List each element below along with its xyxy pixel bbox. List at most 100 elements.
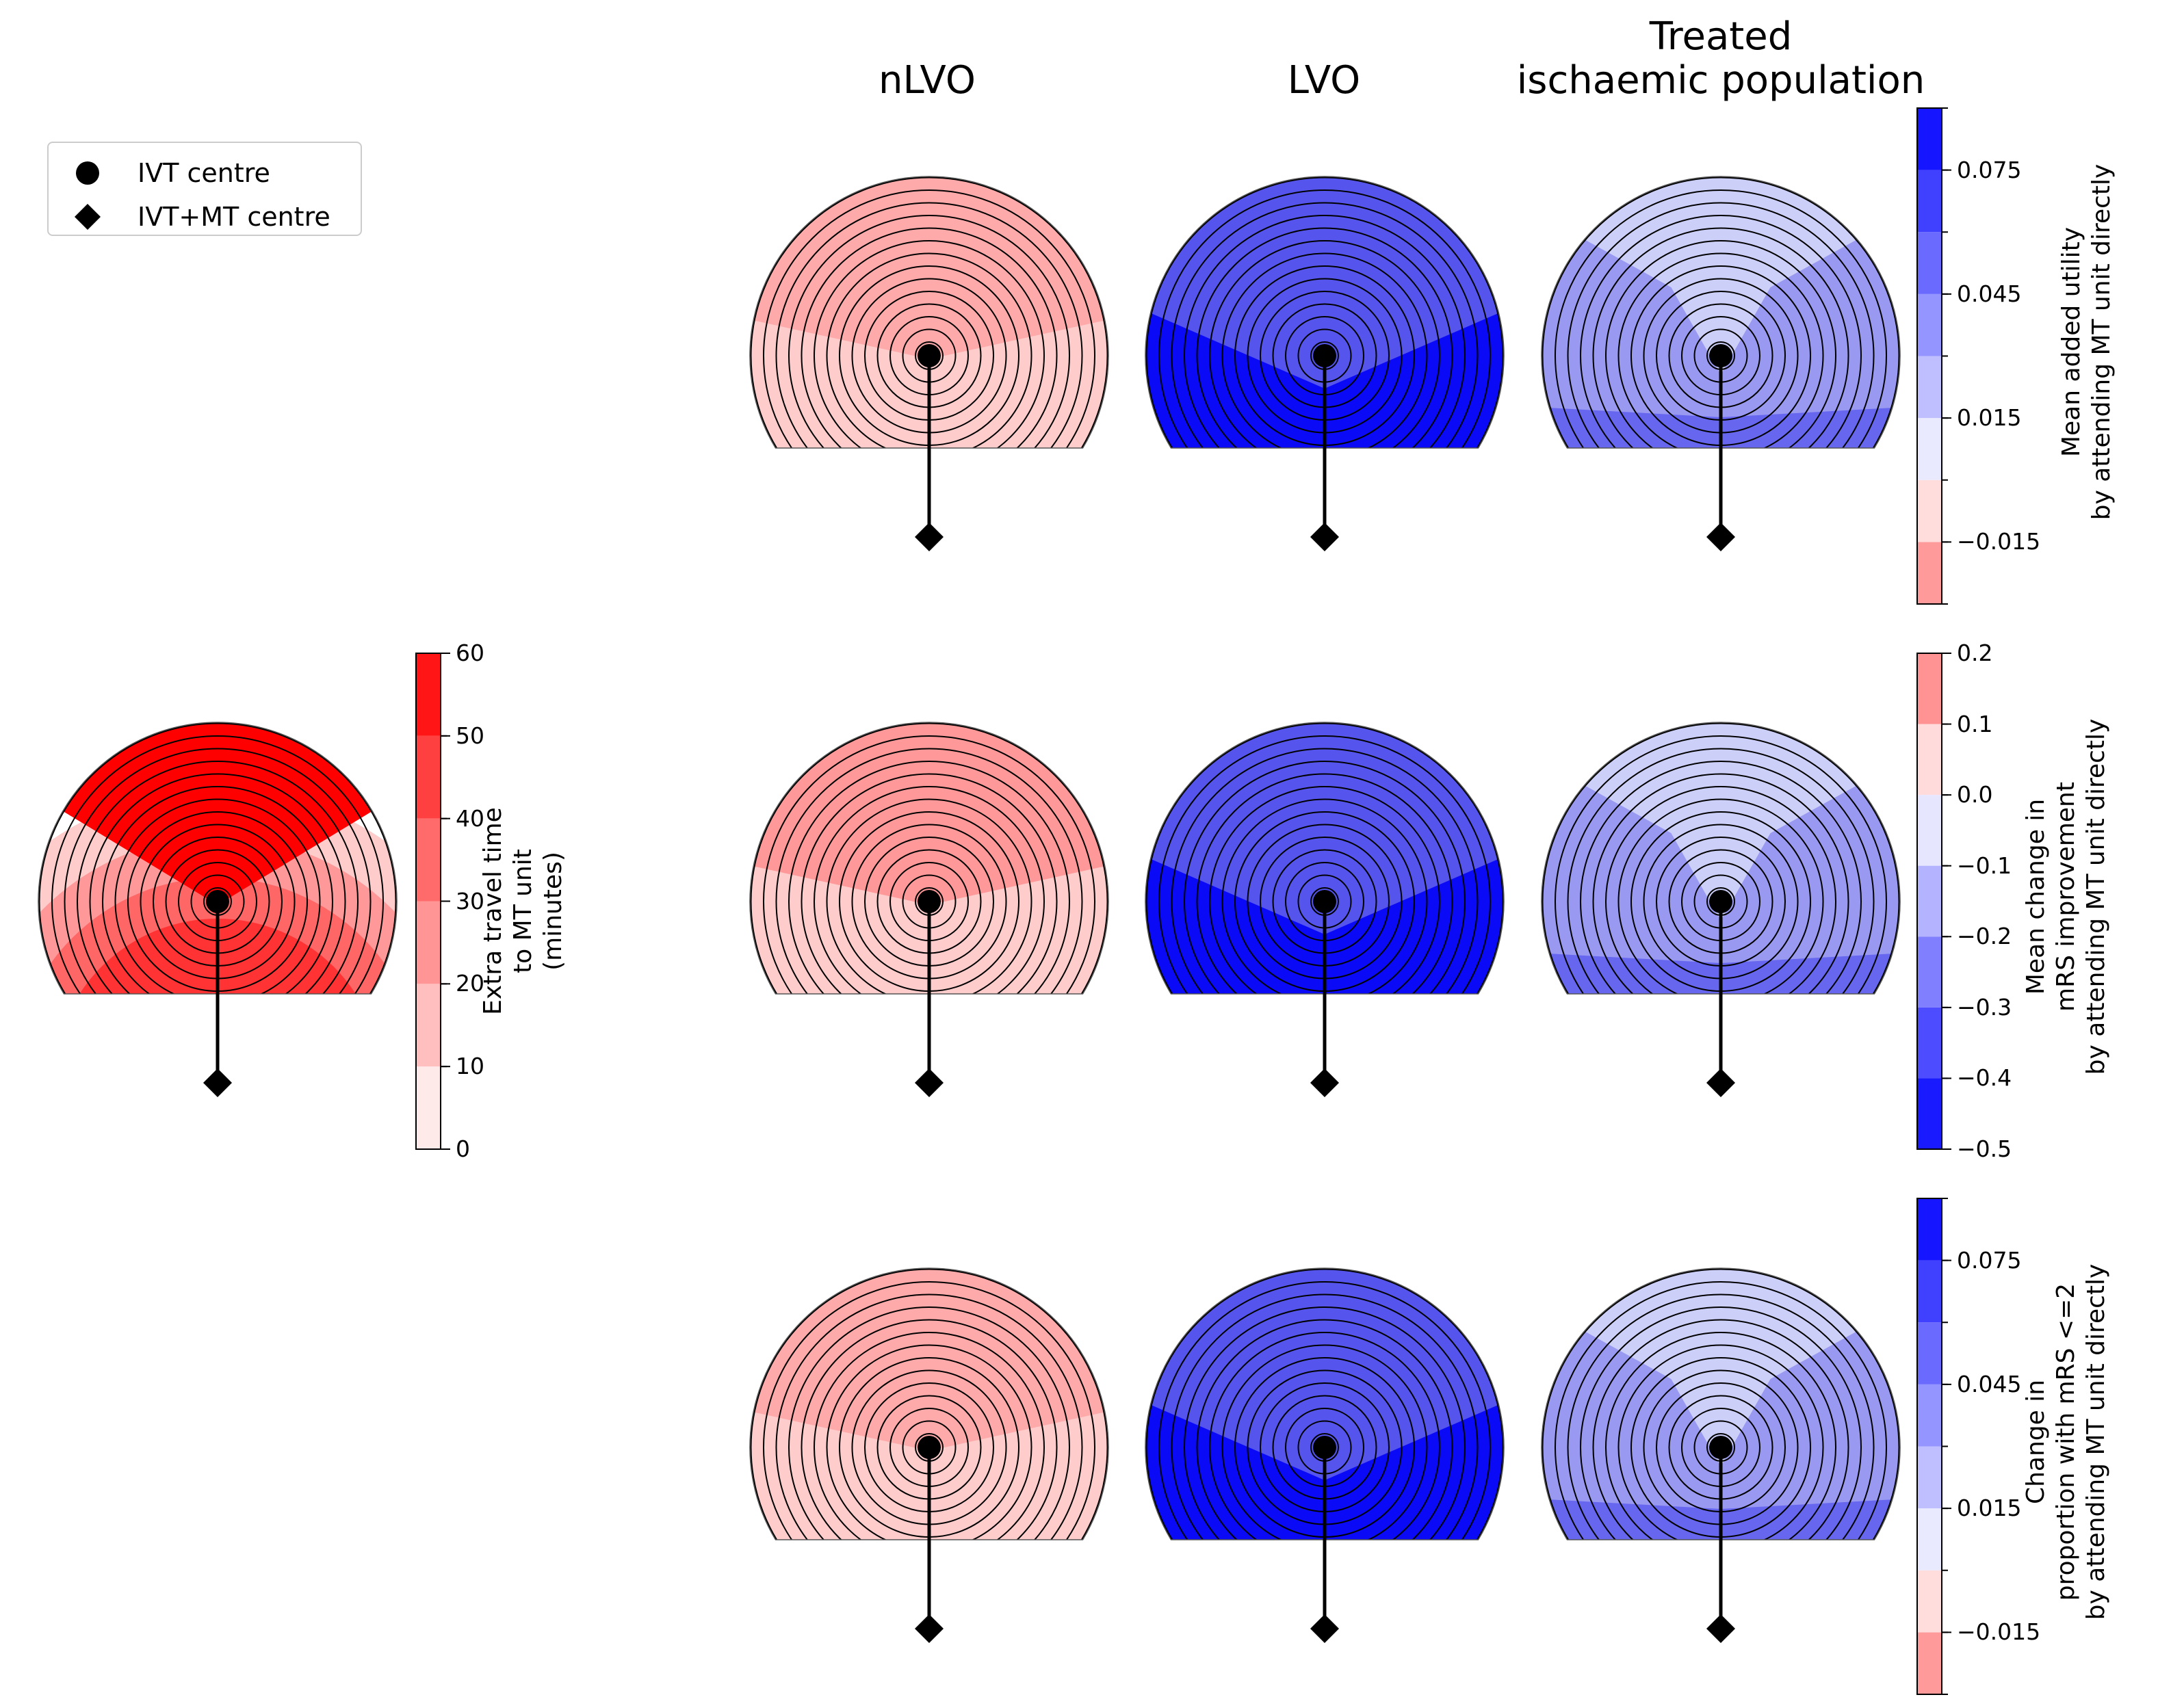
colorbars-group [415, 107, 1951, 1695]
colorbar-tick-label: −0.2 [1957, 923, 2012, 950]
ivt-mt-centre-marker [915, 1068, 944, 1097]
colorbar-band [1917, 1198, 1942, 1261]
colorbar-band [1917, 936, 1942, 1008]
panel-travel-time [38, 722, 398, 1097]
colorbar-tick-label: 60 [456, 640, 484, 666]
panels-group [38, 176, 1901, 1643]
ivt-centre-marker [1313, 1436, 1336, 1459]
colorbar-band [1917, 1007, 1942, 1079]
colorbar-band [1917, 865, 1942, 937]
panel-le2-treated [1541, 1267, 1901, 1643]
colorbar-tick-label: 0.075 [1957, 156, 2022, 183]
ivt-mt-centre-marker [915, 523, 944, 551]
colorbar-tick-label: 0.045 [1957, 1370, 2022, 1397]
ivt-centre-marker [918, 1436, 941, 1459]
colorbar-tick-label: 0.015 [1957, 404, 2022, 432]
colorbar-band [1917, 418, 1942, 480]
colorbar-band [1917, 1260, 1942, 1323]
ivt-mt-centre-marker [915, 1614, 944, 1643]
ivt-mt-centre-marker [1310, 523, 1339, 551]
colorbar-band [1917, 479, 1942, 542]
ivt-centre-marker [1709, 890, 1732, 913]
panel-mrs-lvo [1145, 722, 1505, 1097]
panel-le2-nlvo [749, 1267, 1109, 1643]
ivt-centre-marker [1313, 890, 1336, 913]
colorbar-band [1917, 1632, 1942, 1694]
colorbar-utility [1916, 107, 1951, 605]
legend-label-ivt: IVT centre [138, 158, 270, 188]
colorbar-tick-label: −0.015 [1957, 1618, 2041, 1646]
colorbar-tick-label: 40 [456, 804, 484, 832]
colorbar-band [1917, 542, 1942, 604]
panel-le2-lvo [1145, 1267, 1505, 1643]
column-title-nlvo: nLVO [879, 58, 976, 103]
colorbar-tick-label: −0.5 [1957, 1135, 2012, 1162]
colorbar-mrs-shift [1916, 653, 1951, 1150]
colorbar-travel-time [415, 653, 450, 1150]
ivt-mt-centre-marker [1310, 1068, 1339, 1097]
ivt-centre-marker [918, 890, 941, 913]
colorbar-band [1917, 232, 1942, 294]
colorbar-band [416, 653, 441, 736]
column-title-treated: Treated ischaemic population [1516, 14, 1925, 103]
ivt-centre-marker [1313, 344, 1336, 367]
colorbar-band [1917, 795, 1942, 866]
colorbar-band [1917, 724, 1942, 796]
ivt-mt-centre-marker [203, 1068, 232, 1097]
colorbar-band [1917, 1078, 1942, 1149]
colorbar-tick-label: 10 [456, 1053, 484, 1080]
colorbar-tick-label: −0.4 [1957, 1064, 2012, 1092]
circle-marker-icon [76, 161, 99, 185]
ivt-mt-centre-marker [1310, 1614, 1339, 1643]
colorbar-tick-label: 50 [456, 722, 484, 749]
colorbar-band [1917, 1570, 1942, 1633]
colorbar-label-utility: Mean added utility by attending MT unit … [2057, 163, 2116, 521]
ivt-centre-marker [1709, 344, 1732, 367]
colorbar-band [1917, 653, 1942, 724]
colorbar-band [1917, 170, 1942, 233]
colorbar-label-travel-time: Extra travel time to MT unit (minutes) [479, 807, 567, 1015]
colorbar-tick-label: 0.015 [1957, 1495, 2022, 1522]
colorbar-tick-label: −0.3 [1957, 993, 2012, 1021]
colorbar-tick-label: 0.045 [1957, 280, 2022, 307]
colorbar-tick-label: 0 [456, 1135, 470, 1162]
colorbar-tick-label: 20 [456, 970, 484, 997]
panel-mrs-treated [1541, 722, 1901, 1097]
colorbar-band [416, 735, 441, 819]
ivt-centre-marker [206, 890, 229, 913]
column-title-lvo: LVO [1287, 58, 1361, 103]
ivt-mt-centre-marker [1706, 523, 1735, 551]
legend-item-ivt: IVT centre [49, 158, 361, 188]
colorbar-band [1917, 1384, 1942, 1447]
colorbar-tick-label: 0.0 [1957, 781, 1993, 809]
ivt-mt-centre-marker [1706, 1614, 1735, 1643]
colorbar-band [416, 1066, 441, 1149]
legend-label-ivt-mt: IVT+MT centre [138, 202, 330, 232]
ivt-centre-marker [1709, 1436, 1732, 1459]
colorbar-tick-label: 0.1 [1957, 710, 1993, 737]
diamond-marker-icon [75, 204, 101, 230]
colorbar-band [1917, 293, 1942, 356]
colorbar-tick-label: −0.1 [1957, 852, 2012, 879]
colorbar-band [1917, 1446, 1942, 1509]
colorbar-band [1917, 1322, 1942, 1384]
ivt-mt-centre-marker [1706, 1068, 1735, 1097]
colorbar-tick-label: 0.2 [1957, 640, 1993, 666]
panel-utility-nlvo [749, 176, 1109, 551]
legend: IVT centre IVT+MT centre [47, 142, 362, 236]
panel-utility-lvo [1145, 176, 1505, 551]
colorbar-tick-label: 0.075 [1957, 1246, 2022, 1274]
colorbar-band [1917, 356, 1942, 419]
colorbar-tick-label: 30 [456, 887, 484, 915]
panel-utility-treated [1541, 176, 1901, 551]
colorbar-band [1917, 108, 1942, 170]
ivt-centre-marker [918, 344, 941, 367]
colorbar-mrs-le2 [1916, 1198, 1951, 1695]
colorbar-tick-label: −0.015 [1957, 528, 2041, 555]
colorbar-band [416, 901, 441, 984]
legend-item-ivt-mt: IVT+MT centre [49, 202, 361, 232]
colorbar-label-mrs-shift: Mean change in mRS improvement by attend… [2022, 718, 2110, 1075]
colorbar-band [416, 818, 441, 902]
colorbar-band [1917, 1508, 1942, 1571]
